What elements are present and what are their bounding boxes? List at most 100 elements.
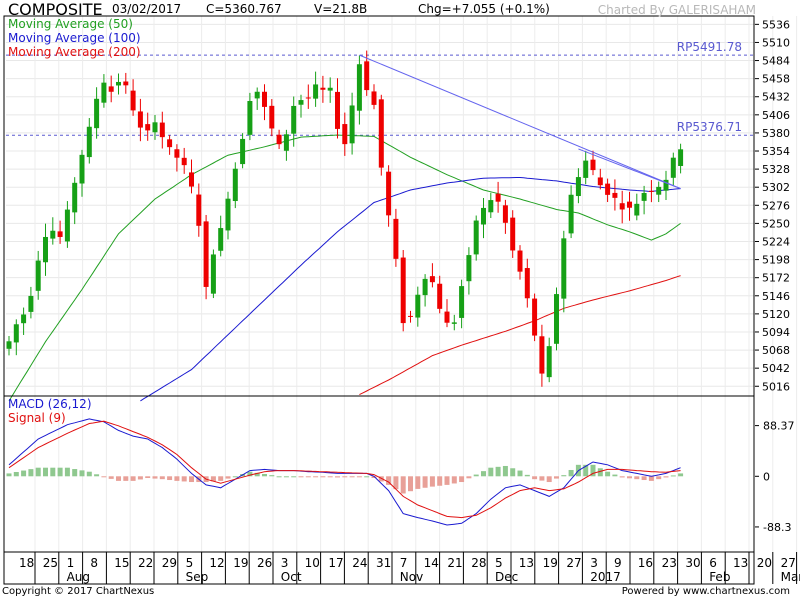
candle-up <box>218 228 224 251</box>
candle-down <box>495 193 501 202</box>
date-tick-label: 5 <box>495 556 503 570</box>
macd-histogram-bar <box>488 467 494 477</box>
macd-histogram-bar <box>189 476 194 483</box>
candle-up <box>356 64 362 111</box>
macd-histogram-bar <box>43 467 48 477</box>
date-axis: 18 25 1 8 15 22 29 5 12 19 26 3 10 17 24 31 7 14 21 28 5 13 19… <box>19 552 800 584</box>
macd-tick-label: -88.3 <box>763 521 791 534</box>
macd-histogram-bar <box>50 467 56 477</box>
macd-histogram-bar <box>262 474 267 477</box>
macd-histogram-bar <box>327 476 333 478</box>
candle-down <box>196 194 202 226</box>
footer-copyright: Copyright © 2017 ChartNexus <box>2 586 155 597</box>
month-label: Nov <box>400 570 423 584</box>
candle-up <box>663 179 669 191</box>
candle-down <box>619 203 625 210</box>
macd-histogram-bar <box>174 476 180 481</box>
date-tick-label: 30 <box>685 556 700 570</box>
macd-histogram-bar <box>568 469 574 477</box>
candle-down <box>393 218 399 259</box>
macd-histogram-bar <box>152 476 158 479</box>
month-label: Oct <box>281 570 302 584</box>
candle-up <box>247 101 253 135</box>
candle-up <box>86 126 92 158</box>
candle-down <box>510 217 516 251</box>
footer-powered: Powered by www.chartnexus.com <box>621 586 790 597</box>
month-label: 2017 <box>590 570 621 584</box>
candle-up <box>554 294 559 344</box>
macd-histogram-bar <box>137 476 143 480</box>
date-tick-label: 9 <box>614 556 622 570</box>
date-tick-label: 23 <box>662 556 677 570</box>
date-tick-label: 16 <box>638 556 653 570</box>
candle-up <box>481 207 486 225</box>
macd-histogram-bar <box>524 474 530 477</box>
candle-down <box>137 111 143 128</box>
macd-histogram-bar <box>641 476 647 481</box>
candle-up <box>21 314 27 324</box>
macd-histogram-bar <box>28 469 34 477</box>
candle-up <box>298 100 304 105</box>
date-tick-label: 13 <box>519 556 534 570</box>
candle-up <box>64 209 70 242</box>
macd-histogram-bar <box>86 471 92 477</box>
month-label: Dec <box>495 570 518 584</box>
candle-down <box>320 87 326 90</box>
candle-up <box>466 255 472 282</box>
macd-histogram-bar <box>79 470 85 477</box>
candle-up <box>94 98 100 129</box>
reference-line-label: RP5491.78 <box>677 40 742 54</box>
candle-down <box>305 97 311 99</box>
macd-histogram-bar <box>590 464 596 477</box>
candle-up <box>634 203 640 216</box>
macd-histogram-bar <box>670 475 676 477</box>
date-tick-label: 20 <box>757 556 772 570</box>
price-tick-label: 5016 <box>762 380 790 393</box>
macd-histogram-bar <box>663 476 669 478</box>
date-tick-label: 28 <box>471 556 486 570</box>
candle-up <box>641 192 647 201</box>
macd-histogram-bar <box>473 474 479 477</box>
candle-down <box>159 122 165 138</box>
price-tick-label: 5198 <box>762 254 790 267</box>
macd-histogram-bar <box>656 476 662 480</box>
candle-up <box>152 122 158 133</box>
macd-histogram-bar <box>159 476 165 480</box>
legend-macd: MACD (26,12) <box>8 397 92 411</box>
macd-histogram-bar <box>612 474 618 477</box>
macd-histogram-bar <box>510 468 516 477</box>
macd-histogram-bar <box>546 476 552 483</box>
price-tick-label: 5328 <box>762 163 790 176</box>
macd-tick-label: 0 <box>763 470 770 483</box>
macd-histogram-bar <box>481 471 486 477</box>
price-tick-label: 5484 <box>762 55 790 68</box>
price-tick-label: 5146 <box>762 290 790 303</box>
macd-histogram-bar <box>101 476 107 478</box>
candle-down <box>429 276 435 283</box>
candle-up <box>291 105 297 134</box>
macd-histogram-bar <box>415 476 421 489</box>
legend-ma50: Moving Average (50) <box>8 17 133 31</box>
candle-up <box>415 294 421 318</box>
candle-up <box>254 91 260 99</box>
candle-down <box>597 177 603 186</box>
macd-histogram-bar <box>94 474 100 477</box>
candle-down <box>502 205 508 223</box>
macd-histogram-bar <box>181 476 187 482</box>
price-tick-label: 5172 <box>762 272 790 285</box>
candle-down <box>386 171 392 216</box>
date-tick-label: 12 <box>209 556 224 570</box>
macd-histogram-bar <box>247 471 253 477</box>
candle-down <box>189 172 194 187</box>
price-tick-label: 5250 <box>762 217 790 230</box>
macd-histogram-bar <box>210 476 216 482</box>
candle-up <box>210 254 216 294</box>
date-tick-label: 10 <box>305 556 320 570</box>
macd-histogram-bar <box>254 472 260 477</box>
ma200-line <box>359 275 681 396</box>
trendline <box>578 148 681 190</box>
date-tick-label: 18 <box>19 556 34 570</box>
candle-down <box>539 336 545 374</box>
month-label: Feb <box>709 570 730 584</box>
candle-down <box>269 105 275 129</box>
